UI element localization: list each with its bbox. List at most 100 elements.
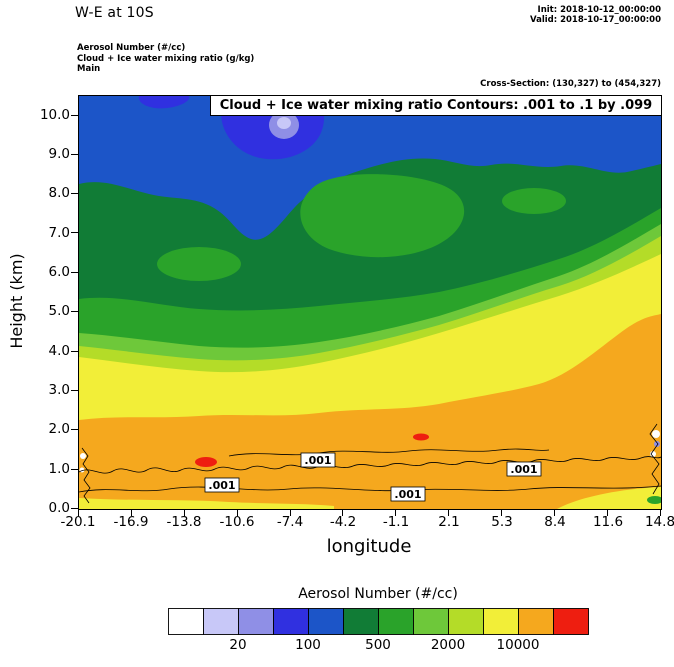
x-tick-label: -20.1 <box>60 514 96 530</box>
colorbar-title: Aerosol Number (#/cc) <box>298 586 458 602</box>
field-red-maximum <box>413 433 429 441</box>
x-tick-label: 5.3 <box>491 514 513 530</box>
contour-label: .001 <box>304 454 331 467</box>
x-tick-mark <box>607 510 608 516</box>
field-surface-yellow-east <box>557 487 661 509</box>
x-tick-mark <box>78 510 79 516</box>
y-axis-title: Height (km) <box>7 253 26 349</box>
cross-section-label: Cross-Section: (130,327) to (454,327) <box>480 79 661 89</box>
y-tick-label: 8.0 <box>48 185 70 201</box>
cloud-contour-line <box>81 447 91 504</box>
x-axis-title: longitude <box>326 536 412 557</box>
y-tick-label: 4.0 <box>48 343 70 359</box>
field-green-pocket <box>502 188 566 214</box>
x-tick-label: -13.8 <box>166 514 202 530</box>
y-tick-label: 10.0 <box>39 107 70 123</box>
aerosol-cross-section-field: .001 .001 .001 .001 <box>79 96 661 509</box>
y-tick-mark <box>71 154 78 155</box>
cloud-contour-line <box>228 448 550 457</box>
y-tick-label: 6.0 <box>48 264 70 280</box>
x-tick-mark <box>395 510 396 516</box>
colorbar-value-label: 10000 <box>496 637 540 653</box>
colorbar-swatch <box>518 608 554 635</box>
colorbar-value-label: 500 <box>365 637 391 653</box>
y-tick-label: 2.0 <box>48 421 70 437</box>
contour-label-box <box>390 486 426 502</box>
y-tick-label: 1.0 <box>48 461 70 477</box>
x-tick-label: -7.4 <box>276 514 304 530</box>
x-tick-mark <box>184 510 185 516</box>
x-tick-label: 11.6 <box>592 514 624 530</box>
y-tick-label: 5.0 <box>48 303 70 319</box>
contour-banner: Cloud + Ice water mixing ratio Contours:… <box>210 95 662 116</box>
y-tick-mark <box>71 469 78 470</box>
colorbar-value-label: 2000 <box>430 637 466 653</box>
colorbar-swatch <box>273 608 309 635</box>
contour-variable-label: Cloud + Ice water mixing ratio (g/kg) <box>77 53 255 64</box>
field-green-pocket <box>157 247 241 281</box>
plot-area: .001 .001 .001 .001 Cloud + Ice water mi… <box>78 95 662 510</box>
y-tick-label: 3.0 <box>48 382 70 398</box>
colorbar-swatch <box>448 608 484 635</box>
x-tick-mark <box>554 510 555 516</box>
x-tick-label: -16.9 <box>113 514 149 530</box>
y-tick-label: 7.0 <box>48 225 70 241</box>
contour-label: .001 <box>394 488 421 501</box>
cloud-contour-line <box>79 485 661 493</box>
grid-name-label: Main <box>77 64 101 74</box>
fill-variable-label: Aerosol Number (#/cc) <box>77 43 186 53</box>
page-title: W-E at 10S <box>75 5 154 21</box>
contour-label: .001 <box>208 479 235 492</box>
valid-timestamp: Valid: 2018-10-17_00:00:00 <box>529 15 661 25</box>
contour-label-box <box>300 452 336 468</box>
field-orange-band <box>79 314 661 509</box>
colorbar-value-label: 100 <box>295 637 321 653</box>
colorbar-swatch <box>238 608 274 635</box>
contour-labels: .001 .001 .001 .001 <box>204 452 542 502</box>
x-tick-label: 8.4 <box>544 514 566 530</box>
field-lavender-speck <box>654 441 660 447</box>
field-white-speck <box>650 451 656 457</box>
init-timestamp: Init: 2018-10-12_00:00:00 <box>537 5 661 15</box>
x-tick-mark <box>131 510 132 516</box>
field-white-speck <box>80 453 86 459</box>
cloud-contour-line <box>79 456 661 474</box>
x-tick-label: 14.8 <box>644 514 674 530</box>
y-tick-mark <box>71 115 78 116</box>
x-tick-label: -10.6 <box>219 514 255 530</box>
y-tick-mark <box>71 508 78 509</box>
field-surface-yellow-west <box>79 498 334 509</box>
cloud-contour-line <box>649 423 660 495</box>
contour-label: .001 <box>510 463 537 476</box>
colorbar-swatch <box>553 608 589 635</box>
field-red-maximum <box>195 457 217 467</box>
contour-label-box <box>506 461 542 477</box>
y-tick-mark <box>71 311 78 312</box>
x-tick-mark <box>342 510 343 516</box>
colorbar-swatch <box>413 608 449 635</box>
y-tick-label: 0.0 <box>48 500 70 516</box>
y-tick-mark <box>71 351 78 352</box>
y-tick-mark <box>71 193 78 194</box>
run-timestamps: Init: 2018-10-12_00:00:00 Valid: 2018-10… <box>530 5 661 25</box>
field-white-speck <box>652 430 660 438</box>
colorbar-swatch <box>343 608 379 635</box>
y-tick-mark <box>71 390 78 391</box>
colorbar-swatch <box>203 608 239 635</box>
variable-legend: Aerosol Number (#/cc) Cloud + Ice water … <box>77 43 254 75</box>
y-tick-mark <box>71 232 78 233</box>
x-tick-mark <box>237 510 238 516</box>
colorbar-value-label: 20 <box>229 637 247 653</box>
x-tick-mark <box>290 510 291 516</box>
x-tick-label: 2.1 <box>438 514 460 530</box>
y-tick-mark <box>71 429 78 430</box>
field-deep-blue-streak <box>138 96 190 109</box>
field-green-pocket <box>300 174 465 258</box>
y-tick-mark <box>71 272 78 273</box>
x-tick-mark <box>448 510 449 516</box>
cloud-contour-group <box>79 423 661 504</box>
y-tick-label: 9.0 <box>48 146 70 162</box>
colorbar-swatch <box>308 608 344 635</box>
colorbar-swatch <box>378 608 414 635</box>
x-tick-mark <box>501 510 502 516</box>
